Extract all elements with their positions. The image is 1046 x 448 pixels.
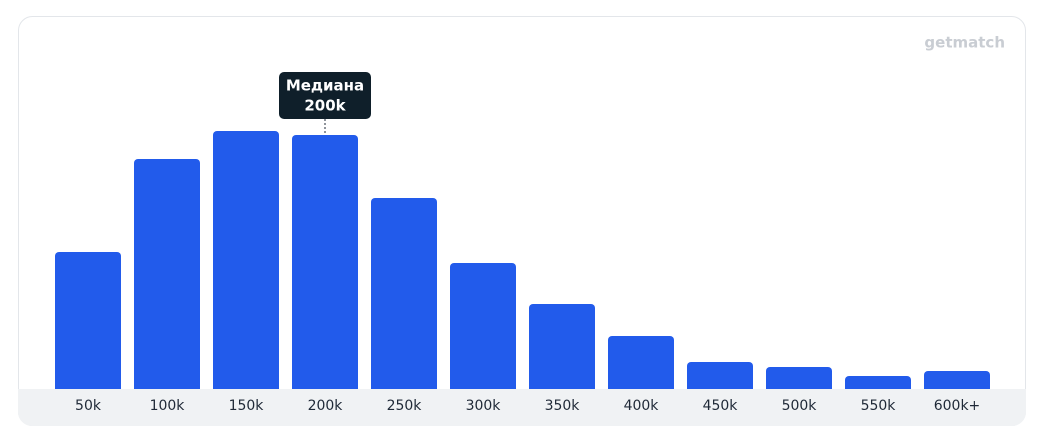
x-tick-label: 400k xyxy=(624,398,660,414)
x-tick-label: 500k xyxy=(782,398,818,414)
axis-strip xyxy=(18,389,1026,426)
x-tick-label: 150k xyxy=(229,398,265,414)
x-axis: 50k 100k 150k 200k 250k 300k 350k 400k 450k 500k 5… xyxy=(75,398,980,414)
brand: getmatch xyxy=(924,34,1005,52)
bar xyxy=(766,367,832,395)
bar xyxy=(608,336,674,395)
x-tick-label: 300k xyxy=(466,398,502,414)
x-tick-label: 450k xyxy=(703,398,739,414)
annotation-box xyxy=(279,72,371,119)
x-tick-label: 350k xyxy=(545,398,581,414)
x-tick-label: 100k xyxy=(150,398,186,414)
x-tick-label: 50k xyxy=(75,398,102,414)
bar xyxy=(687,362,753,395)
bar xyxy=(55,252,121,395)
x-tick-label: 550k xyxy=(861,398,897,414)
median-annotation: Медиана 200k xyxy=(279,72,371,135)
bar xyxy=(529,304,595,395)
bar xyxy=(450,263,516,395)
x-tick-label: 600k+ xyxy=(934,398,981,414)
annotation-label: 200k xyxy=(304,97,346,115)
bar xyxy=(213,131,279,395)
x-tick-label: 250k xyxy=(387,398,423,414)
x-tick-label: 200k xyxy=(308,398,344,414)
bar xyxy=(134,159,200,395)
bar xyxy=(371,198,437,395)
bar xyxy=(292,135,358,395)
annotation-title: Медиана xyxy=(286,77,364,95)
